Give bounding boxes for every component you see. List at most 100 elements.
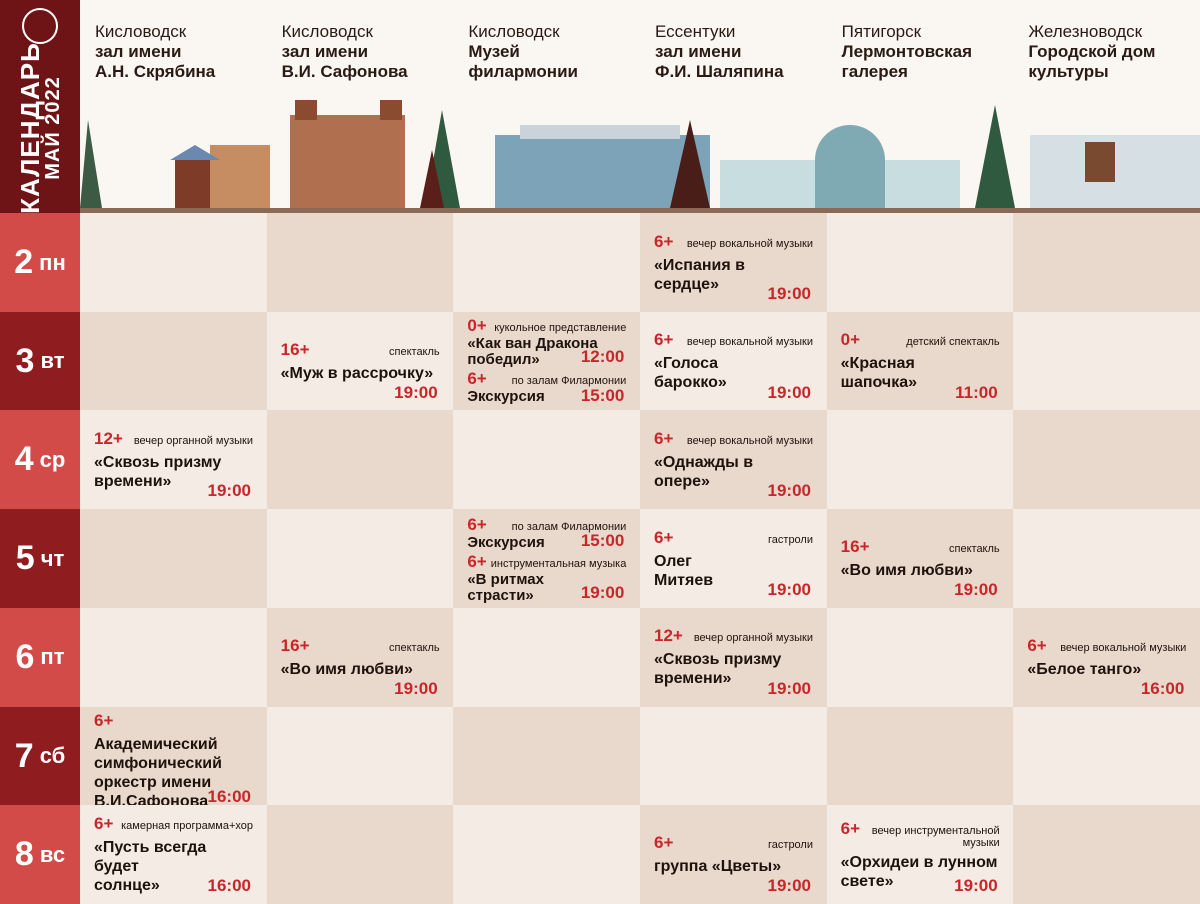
day-number: 7 — [14, 736, 34, 775]
venue-heading: Кисловодск зал имени В.И. Сафонова — [282, 22, 408, 82]
event-time: 19:00 — [767, 580, 811, 600]
event-header: 16+ спектакль — [281, 340, 440, 360]
cell: 6+ вечер вокальной музыки «Голоса барокко»… — [640, 311, 827, 411]
age-rating: 16+ — [280, 339, 310, 359]
age-rating: 12+ — [94, 428, 123, 448]
event-header: 6+ гастроли — [654, 833, 813, 853]
event-kind: спектакль — [389, 345, 440, 358]
month-year: МАЙ 2022 — [42, 42, 64, 214]
cell — [1013, 805, 1200, 904]
cell — [80, 607, 267, 707]
weekday: пт — [40, 644, 65, 670]
age-rating: 6+ — [840, 818, 861, 838]
cell — [826, 410, 1014, 510]
event-header: 6+ вечер вокальной музыки — [1027, 636, 1186, 656]
event: 12+ вечер органной музыки «Сквозь призму в… — [94, 414, 253, 505]
event-time: 15:00 — [580, 531, 625, 551]
event: 6+ вечер вокальной музыки «Белое танго» 16:… — [1027, 612, 1186, 703]
cell: 0+ детский спектакль «Красная шапочка» 11:0… — [826, 311, 1014, 411]
event-kind: камерная программа+хор — [121, 820, 253, 833]
event-title: «Испания в сердце» — [654, 256, 745, 293]
venue-name: Лермонтовская галерея — [841, 42, 973, 81]
event-kind: спектакль — [389, 641, 440, 654]
day-row: 5 чт 6+ по залам Филармонии Экскурсия 15:00 6+… — [0, 509, 1200, 609]
event-header: 16+ спектакль — [841, 537, 1000, 557]
cell — [266, 509, 454, 609]
age-rating: 0+ — [467, 315, 487, 335]
cell — [826, 607, 1014, 707]
event: 6+ вечер инструментальной музыки «Орхидеи … — [841, 809, 1000, 900]
sidebar: КАЛЕНДАРЬ МАЙ 2022 — [0, 0, 80, 214]
event-title: Олег Митяев — [654, 552, 714, 589]
age-rating: 6+ — [654, 231, 674, 251]
weekday: чт — [40, 545, 65, 571]
event-title: «Муж в рассрочку» — [280, 364, 434, 382]
age-rating: 6+ — [654, 330, 674, 350]
event-kind: вечер органной музыки — [693, 632, 813, 645]
event-title: Экскурсия — [467, 388, 545, 406]
event: 6+ камерная программа+хор «Пусть всегда бу… — [94, 809, 253, 900]
event-time: 16:00 — [207, 876, 251, 896]
cell: 6+ по залам Филармонии Экскурсия 15:00 6+ инс… — [453, 509, 641, 609]
event: 6+ вечер вокальной музыки «Испания в сердц… — [654, 217, 813, 308]
day-number: 8 — [14, 835, 34, 874]
venue-name: зал имени Ф.И. Шаляпина — [655, 42, 784, 81]
age-rating: 16+ — [840, 537, 870, 557]
cell — [453, 607, 641, 707]
event-header: 0+ детский спектакль — [841, 330, 1000, 350]
cell: 16+ спектакль «Во имя любви» 19:00 — [266, 607, 454, 707]
cell — [80, 311, 267, 411]
event-kind: спектакль — [949, 543, 1000, 556]
venue-city: Кисловодск — [281, 22, 373, 41]
event-time: 15:00 — [580, 385, 625, 405]
event-header: 6+ вечер вокальной музыки — [654, 429, 813, 449]
venue-heading: Пятигорск Лермонтовская галерея — [842, 22, 972, 82]
event-header: 0+ кукольное представление — [467, 316, 626, 336]
age-rating: 6+ — [94, 814, 114, 834]
event-header: 12+ вечер органной музыки — [654, 626, 813, 646]
event: 6+ Академический симфонический оркестр им… — [94, 711, 253, 811]
event-time: 19:00 — [767, 678, 811, 698]
event-header: 6+ вечер вокальной музыки — [654, 232, 813, 252]
event: 6+ гастроли группа «Цветы» 19:00 — [654, 809, 813, 900]
event-time: 16:00 — [207, 786, 251, 806]
event-time: 19:00 — [767, 481, 811, 501]
cell — [453, 706, 641, 806]
event-kind: инструментальная музыка — [490, 558, 627, 571]
event-title: группа «Цветы» — [654, 858, 782, 876]
day-label: 8 вс — [0, 805, 80, 904]
venue-name: Музей филармонии — [468, 42, 578, 81]
age-rating: 6+ — [654, 527, 674, 547]
event-header: 6+ — [94, 711, 253, 731]
event-header: 6+ по залам Филармонии — [467, 369, 626, 389]
cell — [1013, 213, 1200, 312]
event-time: 19:00 — [767, 382, 811, 402]
event: 16+ спектакль «Муж в рассрочку» 19:00 — [281, 316, 440, 407]
cell — [266, 213, 454, 312]
venue-heading: Кисловодск зал имени А.Н. Скрябина — [95, 22, 215, 82]
event-header: 6+ вечер инструментальной музыки — [841, 819, 1000, 849]
event: 6+ вечер вокальной музыки «Голоса барокко»… — [654, 316, 813, 407]
cell: 6+ вечер вокальной музыки «Испания в сердц… — [640, 213, 827, 312]
sidebar-title: КАЛЕНДАРЬ МАЙ 2022 — [15, 42, 64, 214]
event-kind: детский спектакль — [906, 336, 1000, 349]
venue-city: Пятигорск — [841, 22, 922, 41]
day-label: 7 сб — [0, 706, 80, 806]
cell — [1013, 410, 1200, 510]
event-kind: по залам Филармонии — [511, 375, 627, 388]
event-time: 19:00 — [394, 382, 438, 402]
event-time: 12:00 — [580, 346, 625, 366]
event: 16+ спектакль «Во имя любви» 19:00 — [281, 612, 440, 703]
event-time: 11:00 — [955, 382, 998, 402]
day-number: 4 — [14, 440, 34, 479]
cell: 16+ спектакль «Во имя любви» 19:00 — [826, 509, 1014, 609]
event-title: «Однажды в опере» — [654, 453, 754, 490]
day-row: 2 пн 6+ вечер вокальной музыки «Испания в се… — [0, 213, 1200, 312]
cell: 16+ спектакль «Муж в рассрочку» 19:00 — [266, 311, 454, 411]
month: МАЙ — [42, 131, 64, 180]
venue-city: Кисловодск — [95, 22, 187, 41]
event-header: 6+ по залам Филармонии — [467, 515, 626, 535]
venue-city: Железноводск — [1028, 22, 1143, 41]
age-rating: 0+ — [840, 330, 861, 350]
cell: 6+ вечер вокальной музыки «Однажды в опере… — [640, 410, 827, 510]
